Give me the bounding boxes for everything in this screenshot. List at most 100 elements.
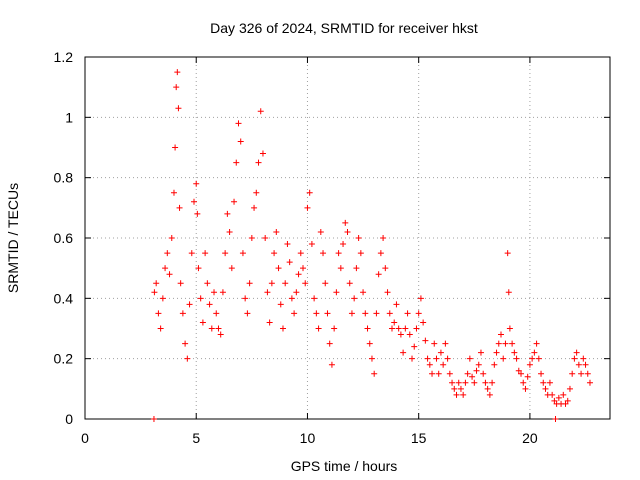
data-point	[300, 265, 307, 272]
data-point	[417, 295, 424, 302]
data-point	[266, 319, 273, 326]
data-point	[255, 159, 262, 166]
data-point	[297, 250, 304, 257]
data-point	[166, 271, 173, 278]
data-point	[268, 280, 275, 287]
data-point	[353, 265, 360, 272]
data-point	[174, 69, 181, 76]
data-point	[313, 310, 320, 317]
data-point	[328, 361, 335, 368]
data-point	[535, 355, 542, 362]
data-point	[231, 198, 238, 205]
data-point	[311, 295, 318, 302]
data-point	[444, 355, 451, 362]
data-point	[351, 295, 358, 302]
data-point	[486, 391, 493, 398]
data-point	[239, 250, 246, 257]
data-point	[251, 204, 258, 211]
data-point	[571, 355, 578, 362]
data-point	[440, 361, 447, 368]
data-point	[206, 301, 213, 308]
data-point	[402, 325, 409, 332]
y-tick-label: 0.6	[54, 230, 74, 246]
data-point	[275, 265, 282, 272]
data-point	[509, 340, 516, 347]
data-point	[578, 370, 585, 377]
data-point	[162, 265, 169, 272]
data-point	[462, 379, 469, 386]
data-point	[422, 337, 429, 344]
data-point	[555, 394, 562, 401]
data-point	[157, 325, 164, 332]
data-point	[406, 331, 413, 338]
data-point	[451, 385, 458, 392]
data-point	[442, 340, 449, 347]
y-tick-label: 1	[65, 109, 73, 125]
data-point	[320, 250, 327, 257]
data-point	[511, 349, 518, 356]
data-point	[453, 391, 460, 398]
data-point	[460, 391, 467, 398]
data-points	[150, 69, 593, 422]
y-axis-label: SRMTID / TECUs	[5, 183, 21, 293]
data-point	[546, 379, 553, 386]
data-point	[242, 295, 249, 302]
data-point	[273, 228, 280, 235]
data-point	[344, 228, 351, 235]
data-point	[308, 241, 315, 248]
data-point	[271, 250, 278, 257]
data-point	[475, 361, 482, 368]
data-point	[340, 241, 347, 248]
data-point	[304, 204, 311, 211]
data-point	[219, 289, 226, 296]
data-point	[420, 319, 427, 326]
data-point	[415, 310, 422, 317]
data-point	[513, 355, 520, 362]
data-point	[348, 310, 355, 317]
data-point	[380, 235, 387, 241]
data-point	[529, 355, 536, 362]
data-point	[213, 310, 220, 317]
data-point	[502, 340, 509, 347]
x-axis-label: GPS time / hours	[291, 458, 398, 474]
data-point	[342, 219, 349, 226]
data-point	[429, 370, 436, 377]
data-point	[366, 340, 373, 347]
data-point	[295, 271, 302, 278]
data-point	[226, 228, 233, 235]
data-point	[446, 370, 453, 377]
gridlines	[85, 57, 610, 419]
data-point	[582, 361, 589, 368]
data-point	[480, 370, 487, 377]
data-point	[566, 385, 573, 392]
data-point	[257, 108, 264, 115]
data-point	[506, 325, 513, 332]
data-point	[431, 340, 438, 347]
data-point	[355, 235, 362, 241]
data-point	[569, 370, 576, 377]
data-point	[262, 235, 269, 241]
data-point	[393, 301, 400, 308]
data-point	[197, 295, 204, 302]
data-point	[533, 340, 540, 347]
data-point	[495, 340, 502, 347]
data-point	[282, 280, 289, 287]
data-point	[179, 310, 186, 317]
data-point	[397, 331, 404, 338]
data-point	[426, 361, 433, 368]
data-point	[362, 310, 369, 317]
data-point	[264, 289, 271, 296]
data-point	[182, 340, 189, 347]
data-point	[504, 250, 511, 257]
data-point	[520, 379, 527, 386]
data-point	[526, 361, 533, 368]
data-point	[168, 235, 175, 241]
data-point	[551, 397, 558, 404]
data-point	[518, 370, 525, 377]
data-point	[549, 391, 556, 398]
data-point	[435, 370, 442, 377]
y-tick-label: 1.2	[54, 49, 74, 65]
data-point	[175, 105, 182, 112]
data-point	[191, 198, 198, 205]
x-tick-label: 10	[300, 430, 316, 446]
